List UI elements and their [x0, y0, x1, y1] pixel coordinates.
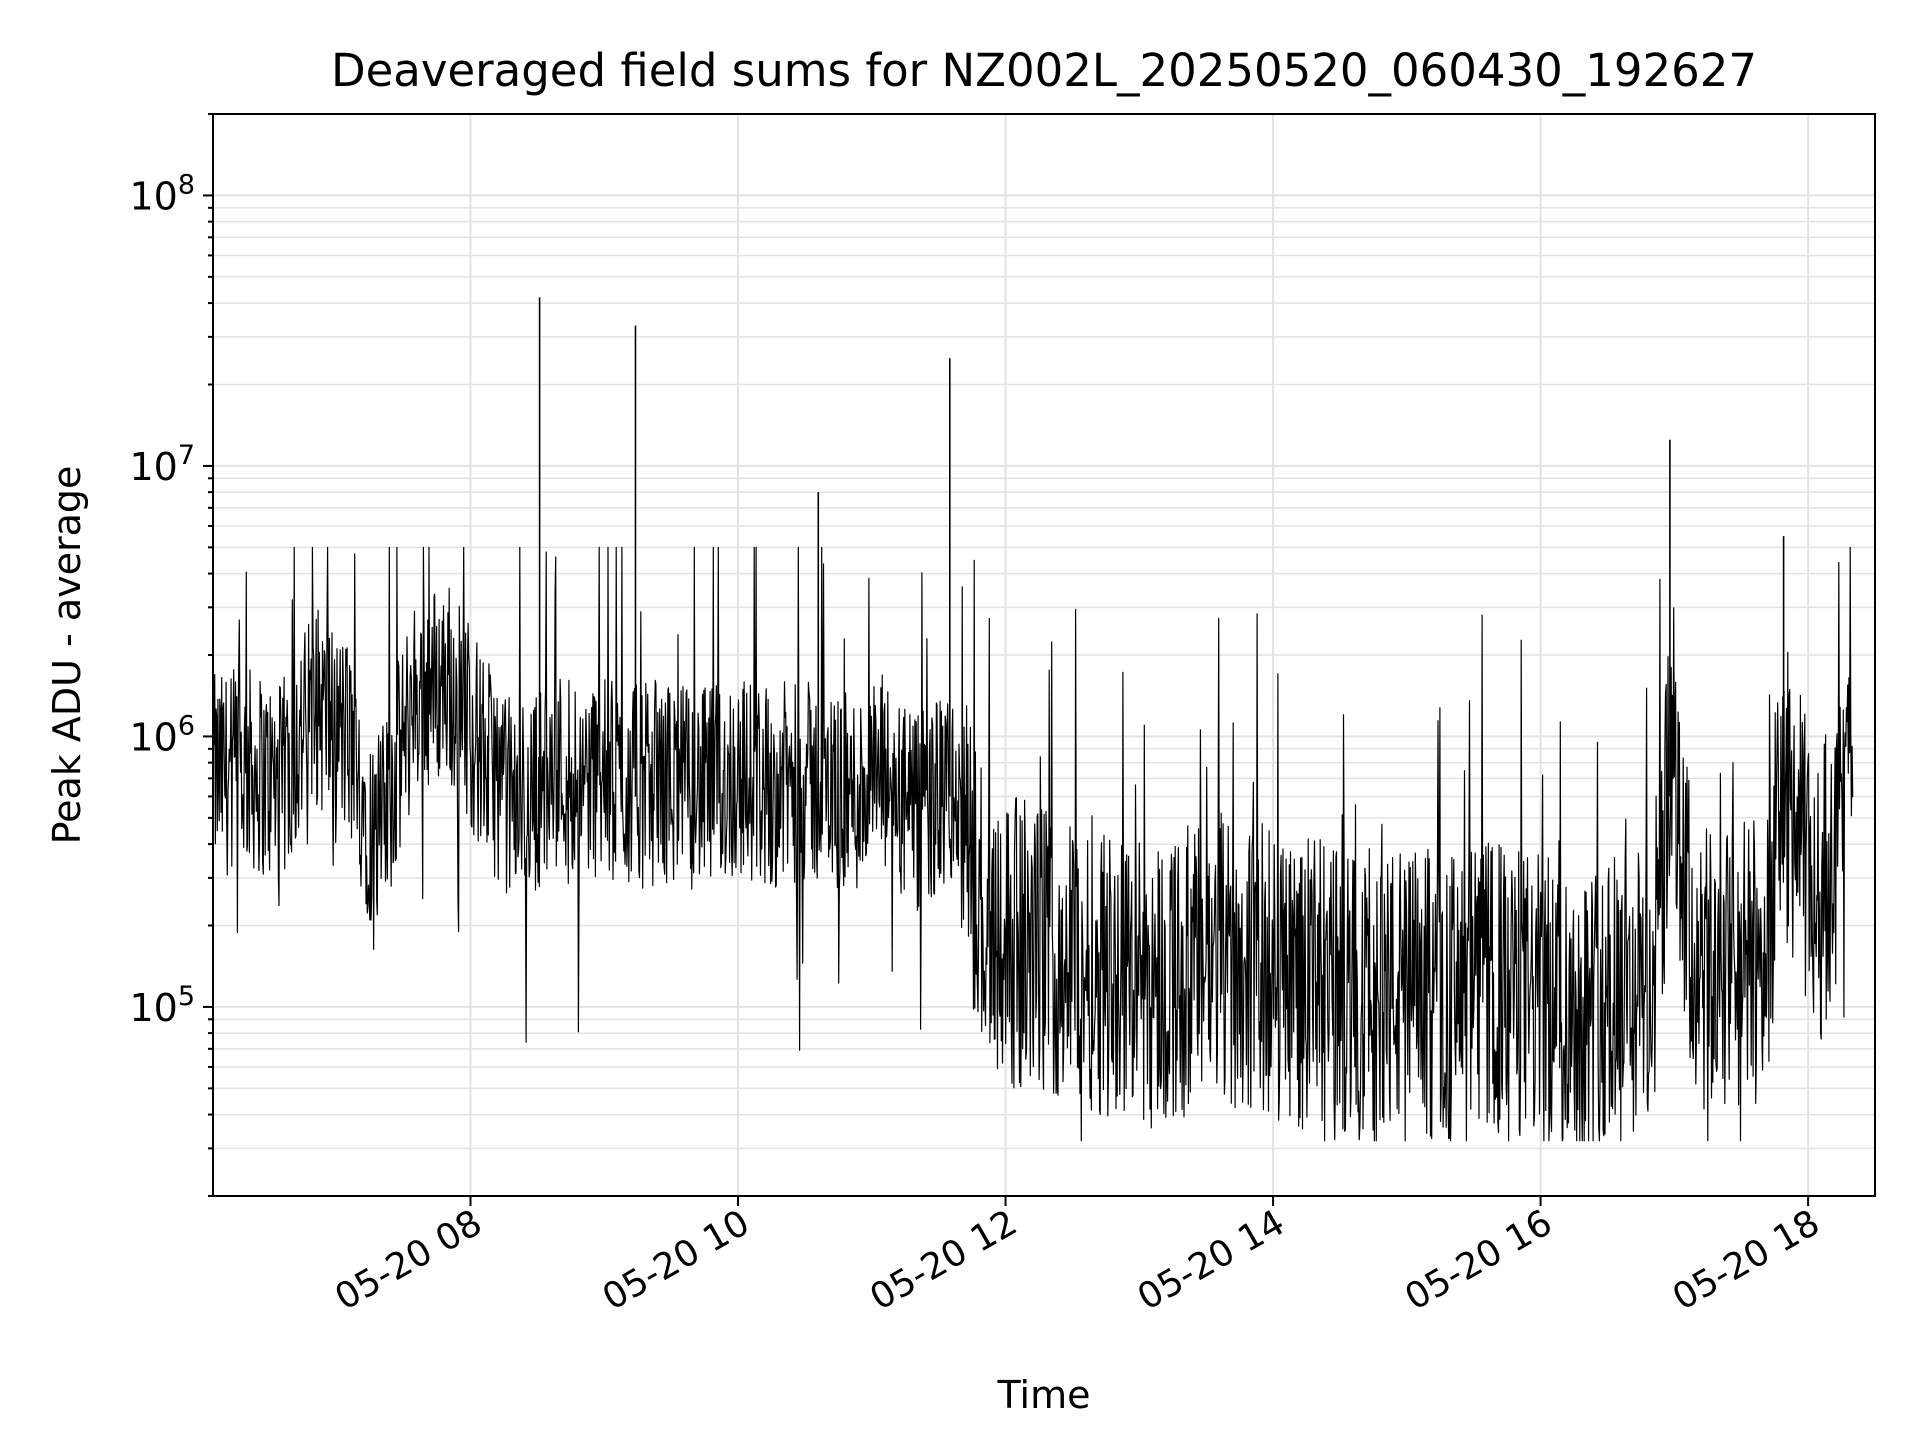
y-tick-label: 106: [129, 710, 195, 759]
x-axis-label: Time: [997, 1373, 1091, 1417]
y-tick-label: 105: [129, 981, 195, 1030]
series-line: [213, 546, 1854, 1142]
series: [213, 297, 1854, 1142]
chart-title: Deaveraged field sums for NZ002L_2025052…: [331, 44, 1757, 97]
y-tick-label: 108: [129, 169, 195, 218]
y-axis: 105 106 107 108: [129, 113, 213, 1197]
y-tick-label: 107: [129, 440, 195, 489]
y-axis-label: Peak ADU - average: [45, 466, 89, 845]
